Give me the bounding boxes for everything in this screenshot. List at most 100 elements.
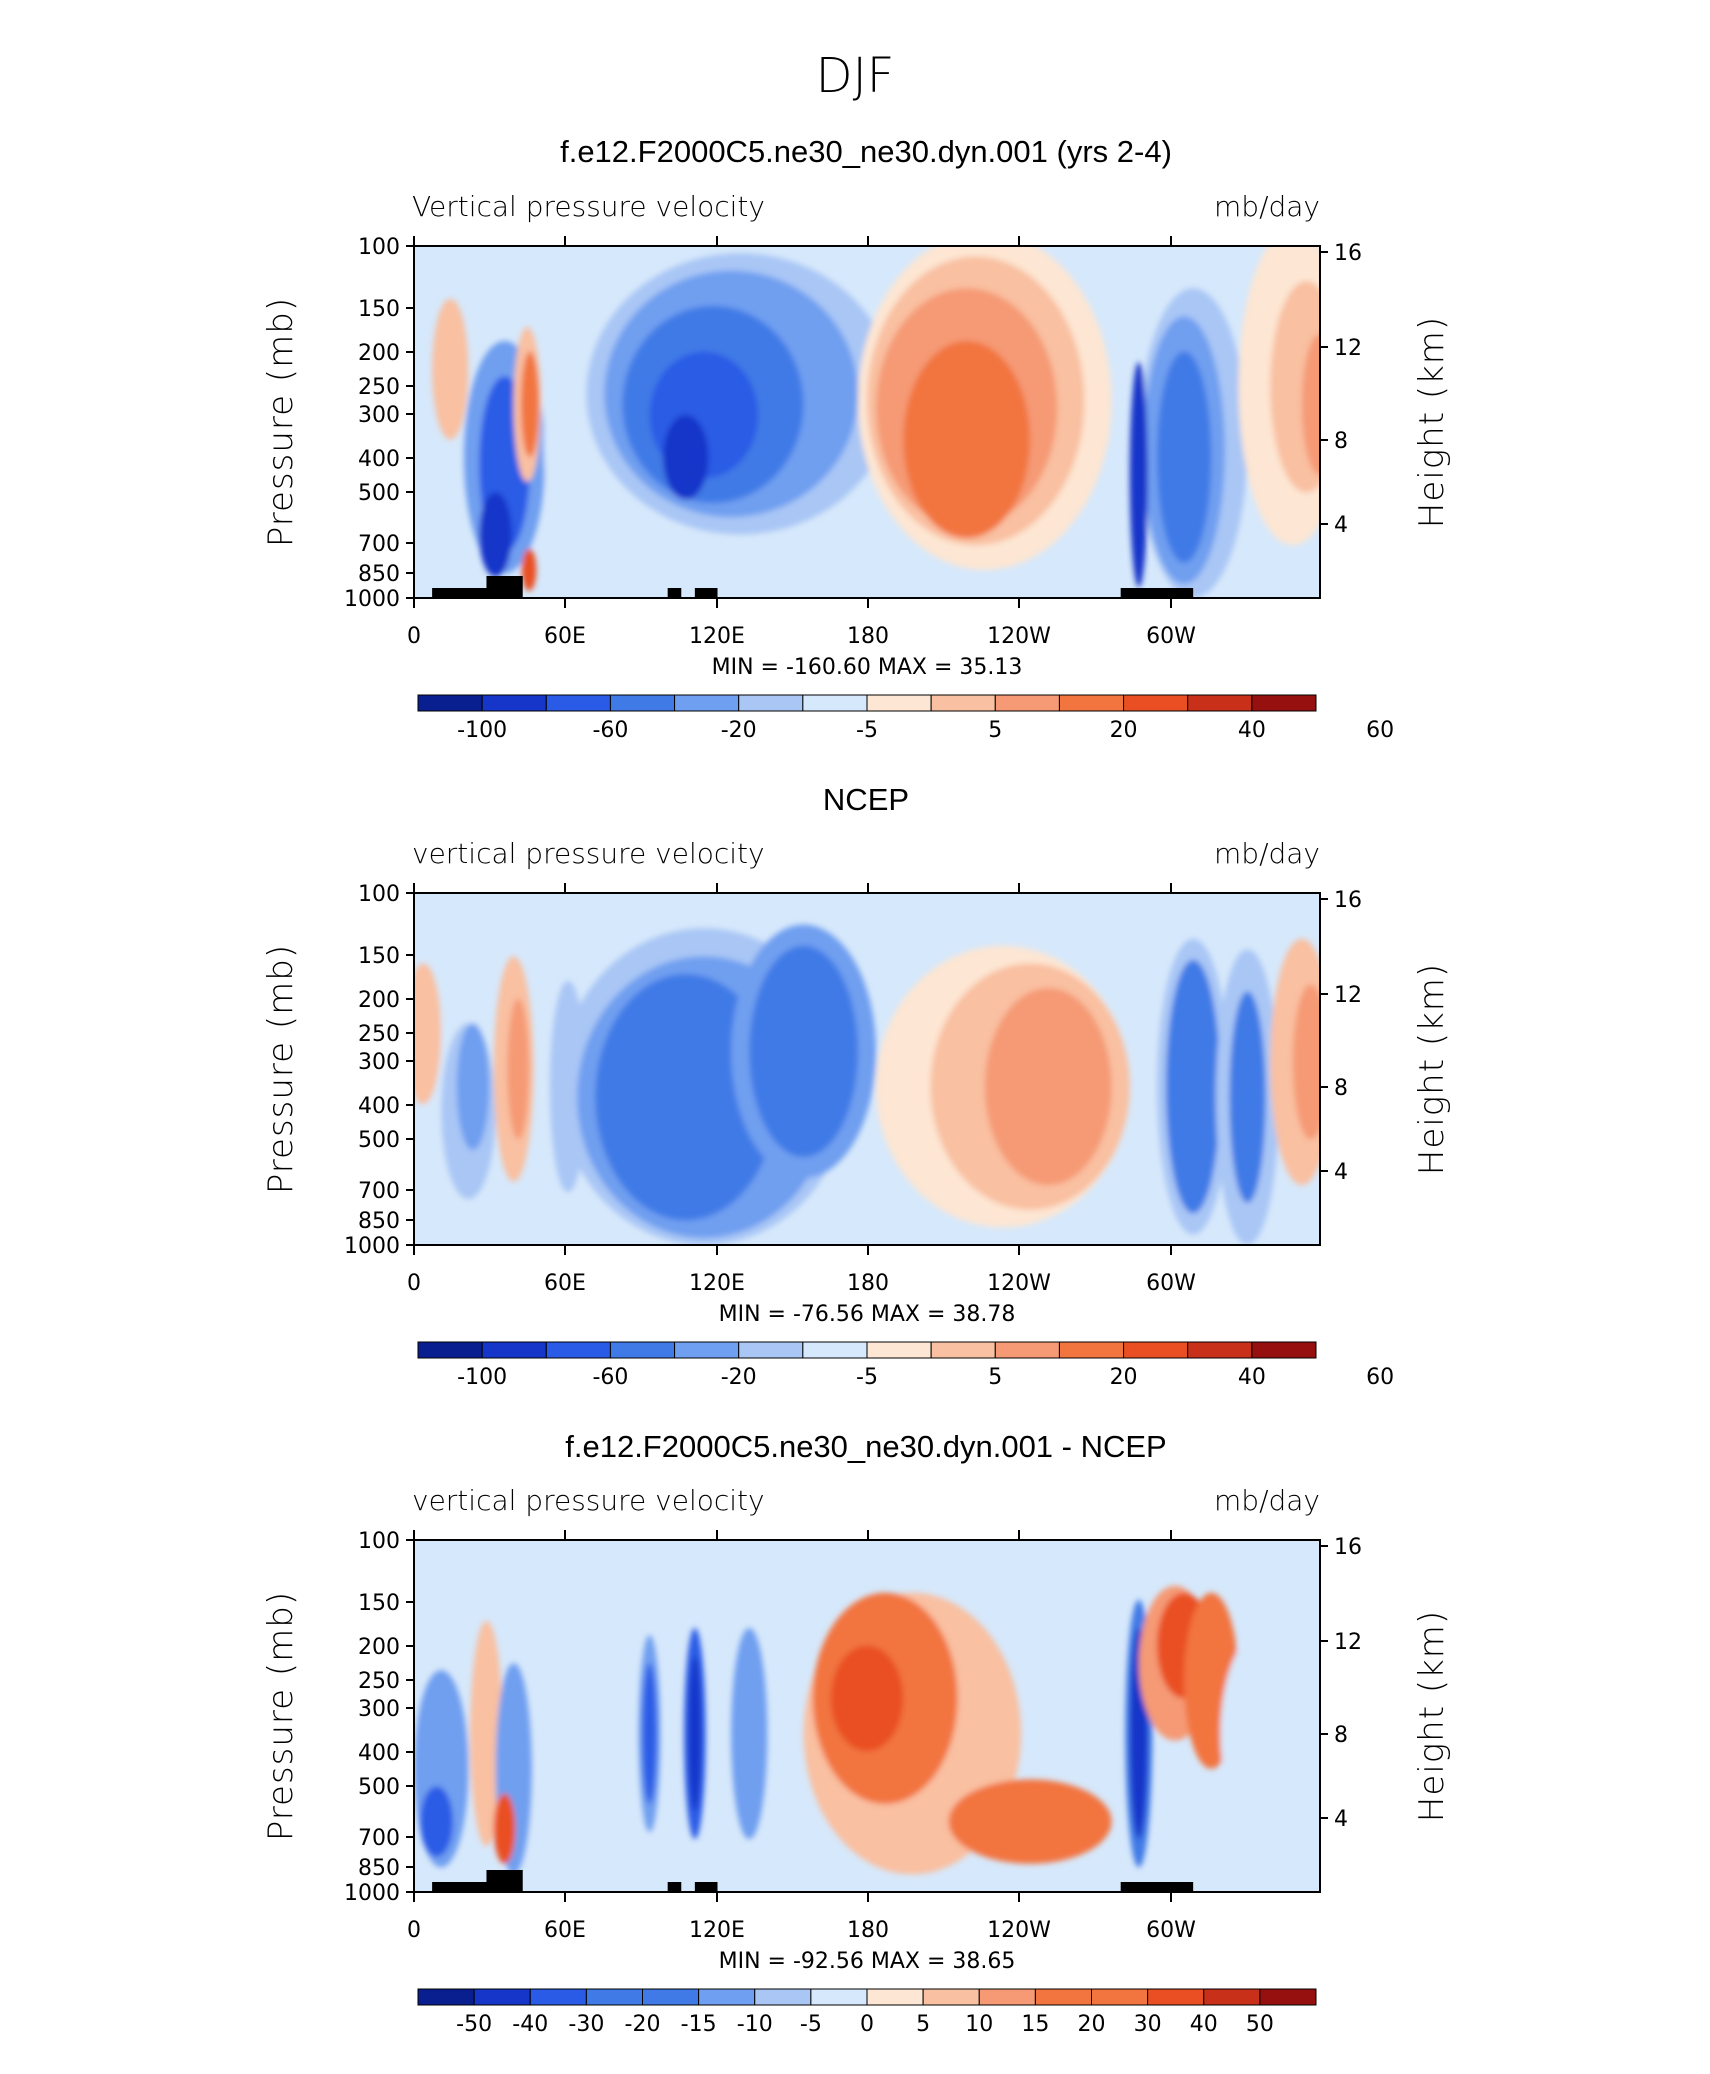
colorbar-box bbox=[1058, 694, 1125, 712]
colorbar-label: 20 bbox=[1110, 1365, 1138, 1390]
topography-block bbox=[694, 1882, 718, 1892]
colorbar-box bbox=[1091, 1988, 1149, 2006]
panel-2-contour-field bbox=[414, 893, 1320, 1245]
y-tick-label: 250 bbox=[358, 1022, 400, 1047]
topography-block bbox=[667, 1882, 682, 1892]
topography-block bbox=[432, 588, 496, 598]
y-tick-label: 100 bbox=[358, 235, 400, 260]
panel-2-contour-region bbox=[414, 963, 442, 1105]
colorbar-label: 30 bbox=[1134, 2012, 1162, 2037]
panel-2-contour-region bbox=[595, 973, 777, 1221]
colorbar-label: 20 bbox=[1110, 718, 1138, 743]
colorbar-box bbox=[1123, 1341, 1189, 1359]
panel-1-variable-label: Vertical pressure velocity bbox=[412, 190, 765, 223]
colorbar-box bbox=[1187, 1341, 1253, 1359]
y-tick-label: 150 bbox=[358, 944, 400, 969]
colorbar-box bbox=[802, 694, 868, 712]
x-tick-label: 0 bbox=[407, 1271, 421, 1296]
panel-1: f.e12.F2000C5.ne30_ne30.dyn.001 (yrs 2-4… bbox=[261, 134, 1452, 743]
colorbar-label: 40 bbox=[1238, 1365, 1266, 1390]
y2-tick-label: 16 bbox=[1334, 888, 1362, 913]
y2-tick-label: 8 bbox=[1334, 1076, 1348, 1101]
panel-3-contour-region bbox=[1220, 1628, 1311, 1840]
colorbar-label: -20 bbox=[625, 2012, 661, 2037]
colorbar-box bbox=[1187, 694, 1253, 712]
y-tick-label: 700 bbox=[358, 1826, 400, 1851]
y-tick-label: 200 bbox=[358, 1635, 400, 1660]
topography-block bbox=[667, 588, 682, 598]
panel-1-contour-region bbox=[1129, 362, 1148, 588]
panel-1-contour-region bbox=[903, 341, 1031, 539]
panel-1-units-label: mb/day bbox=[1214, 190, 1320, 223]
y-tick-label: 200 bbox=[358, 341, 400, 366]
panel-3-contour-region bbox=[642, 1663, 657, 1804]
panel-1-colorbar: -100 -60 -20 -5 5 20 40 60 bbox=[417, 694, 1394, 743]
y-tick-label: 850 bbox=[358, 1856, 400, 1881]
colorbar-label: -10 bbox=[737, 2012, 773, 2037]
x-tick-label: 60E bbox=[544, 1918, 586, 1943]
colorbar-box bbox=[1147, 1988, 1205, 2006]
colorbar-box bbox=[481, 1341, 547, 1359]
colorbar-box bbox=[545, 694, 611, 712]
colorbar-box bbox=[609, 1341, 676, 1359]
panel-2-minmax: MIN = -76.56 MAX = 38.78 bbox=[719, 1302, 1016, 1327]
y-tick-label: 850 bbox=[358, 562, 400, 587]
colorbar-label: 40 bbox=[1238, 718, 1266, 743]
panel-3-contour-region bbox=[731, 1628, 768, 1840]
x-tick-label: 60E bbox=[544, 1271, 586, 1296]
y-tick-label: 100 bbox=[358, 882, 400, 907]
y-axis-label: Pressure (mb) bbox=[261, 944, 301, 1194]
y-tick-label: 400 bbox=[358, 447, 400, 472]
panel-3-contour-region bbox=[948, 1779, 1112, 1864]
panel-1-contour-region bbox=[520, 351, 540, 458]
colorbar-box bbox=[1259, 1988, 1317, 2006]
colorbar-label: 60 bbox=[1366, 1365, 1394, 1390]
panel-3-contour-field bbox=[414, 1540, 1320, 1892]
colorbar-box bbox=[698, 1988, 756, 2006]
colorbar-label: -40 bbox=[512, 2012, 548, 2037]
y-tick-label: 500 bbox=[358, 481, 400, 506]
x-tick-label: 0 bbox=[407, 624, 421, 649]
y2-tick-label: 12 bbox=[1334, 1630, 1362, 1655]
colorbar-label: -5 bbox=[800, 2012, 822, 2037]
x-tick-label: 0 bbox=[407, 1918, 421, 1943]
y2-tick-label: 4 bbox=[1334, 1807, 1348, 1832]
y-tick-label: 700 bbox=[358, 1179, 400, 1204]
colorbar-label: 5 bbox=[916, 2012, 930, 2037]
x-tick-label: 60W bbox=[1146, 624, 1196, 649]
x-tick-label: 120W bbox=[987, 1271, 1051, 1296]
y-tick-label: 700 bbox=[358, 532, 400, 557]
colorbar-box bbox=[417, 694, 483, 712]
colorbar-label: 0 bbox=[860, 2012, 874, 2037]
x-tick-label: 120E bbox=[689, 624, 745, 649]
colorbar-label: 10 bbox=[965, 2012, 993, 2037]
y2-axis-label: Height (km) bbox=[1412, 1610, 1452, 1822]
y2-tick-label: 12 bbox=[1334, 336, 1362, 361]
panel-2-contour-region bbox=[749, 945, 858, 1157]
panel-2-variable-label: vertical pressure velocity bbox=[412, 837, 765, 870]
colorbar-box bbox=[866, 1341, 932, 1359]
x-tick-label: 180 bbox=[847, 624, 889, 649]
topography-block bbox=[694, 588, 718, 598]
panel-3-contour-region bbox=[470, 1620, 503, 1847]
y2-axis-label: Height (km) bbox=[1412, 963, 1452, 1175]
panel-3-contour-region bbox=[830, 1645, 904, 1752]
colorbar-box bbox=[738, 694, 804, 712]
colorbar-label: 40 bbox=[1190, 2012, 1218, 2037]
colorbar-box bbox=[609, 694, 676, 712]
colorbar-box bbox=[754, 1988, 812, 2006]
colorbar-label: -20 bbox=[721, 1365, 757, 1390]
topography-block bbox=[1120, 1882, 1194, 1892]
y-tick-label: 300 bbox=[358, 403, 400, 428]
x-tick-label: 120E bbox=[689, 1918, 745, 1943]
y-tick-label: 1000 bbox=[344, 1234, 400, 1259]
y-tick-label: 300 bbox=[358, 1050, 400, 1075]
colorbar-box bbox=[810, 1988, 868, 2006]
colorbar-box bbox=[585, 1988, 643, 2006]
panel-3-colorbar: -50 -40 -30 -20 -15 -10 -5 0 5 10 15 20 30 40 50 bbox=[417, 1988, 1317, 2037]
panel-3-title: f.e12.F2000C5.ne30_ne30.dyn.001 - NCEP bbox=[565, 1429, 1166, 1464]
colorbar-box bbox=[417, 1341, 483, 1359]
colorbar-box bbox=[473, 1988, 531, 2006]
